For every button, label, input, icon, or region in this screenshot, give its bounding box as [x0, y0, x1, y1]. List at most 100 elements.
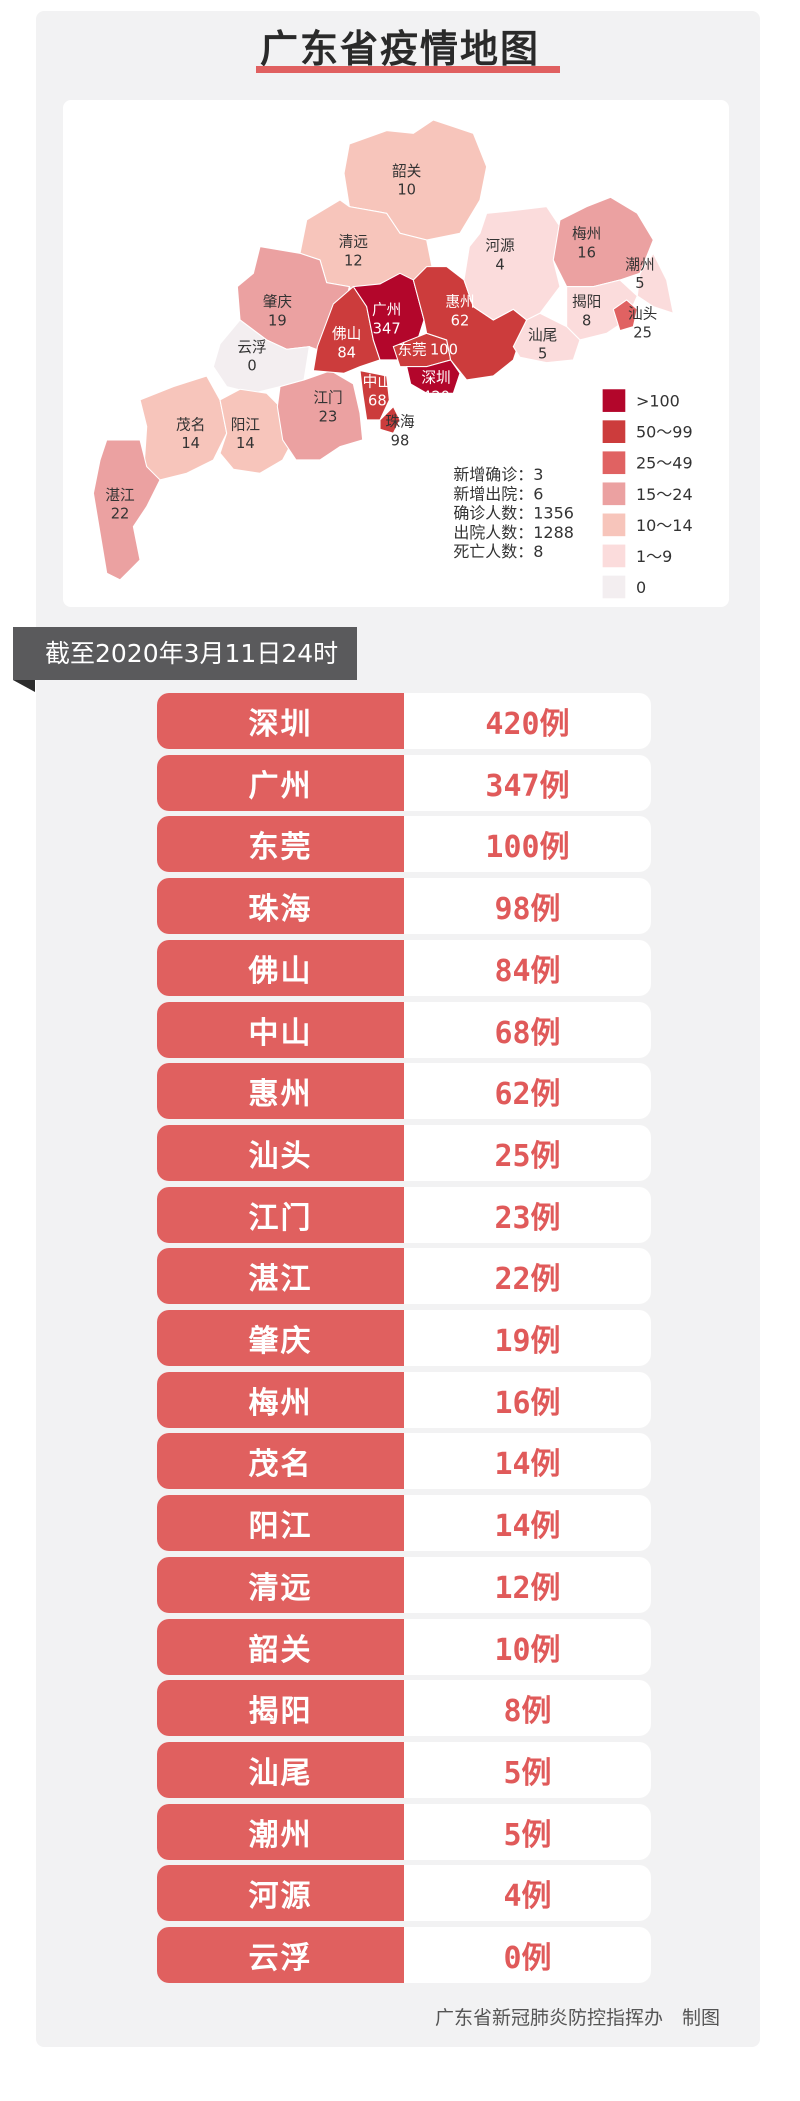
- city-row: 云浮 0例: [157, 1927, 651, 1983]
- city-row: 惠州 62例: [157, 1063, 651, 1120]
- city-row: 汕头 25例: [157, 1124, 651, 1181]
- map-region-name: 茂名: [176, 416, 205, 433]
- map-region-value: 420: [422, 388, 450, 405]
- city-row: 肇庆 19例: [157, 1310, 651, 1366]
- map-region-name: 阳江: [231, 416, 261, 433]
- case-count: 4例: [503, 1879, 552, 1915]
- city-name: 佛山: [157, 939, 404, 996]
- city-name: 惠州: [157, 1063, 404, 1120]
- case-count: 19例: [494, 1324, 561, 1359]
- city-name: 湛江: [157, 1248, 404, 1305]
- map-region-name: 梅州: [572, 226, 601, 243]
- legend-swatch: [602, 513, 626, 537]
- city-row: 潮州 5例: [157, 1803, 651, 1860]
- map-region: [612, 299, 638, 332]
- map-region-value: 19: [268, 312, 287, 329]
- map-region-name: 汕头: [628, 306, 657, 323]
- city-name: 珠海: [157, 878, 404, 935]
- case-count: 22例: [494, 1262, 561, 1298]
- map-region-name: 肇庆: [263, 294, 293, 311]
- case-count: 16例: [494, 1385, 561, 1421]
- city-row: 清远 12例: [157, 1556, 651, 1613]
- legend-label: 10～14: [636, 516, 693, 535]
- case-count: 14例: [494, 1509, 561, 1545]
- stat-line: 新增出院：6: [453, 484, 543, 503]
- case-count: 25例: [494, 1138, 561, 1174]
- map-region-value: 5: [538, 346, 547, 363]
- map-region: [512, 312, 581, 364]
- legend-label: 15～24: [636, 485, 693, 504]
- city-row: 中山 68例: [157, 1001, 651, 1058]
- city-row: 珠海 98例: [157, 878, 651, 935]
- map-region-name: 揭阳: [572, 294, 601, 311]
- city-name: 云浮: [157, 1927, 404, 1983]
- map-region-name: 江门: [313, 390, 342, 407]
- map-region-name: 东莞: [397, 342, 426, 359]
- legend-swatch: [602, 451, 626, 475]
- city-name: 清远: [157, 1556, 404, 1613]
- legend-label: 25～49: [636, 454, 693, 473]
- city-row: 阳江 14例: [157, 1495, 651, 1552]
- case-count: 98例: [494, 892, 561, 928]
- stat-line: 出院人数：1288: [453, 523, 574, 542]
- map-region: [139, 375, 228, 481]
- map-region-value: 84: [337, 344, 356, 361]
- city-name: 梅州: [157, 1371, 404, 1428]
- stat-line: 新增确诊：3: [453, 465, 543, 484]
- map-region-name: 湛江: [105, 487, 135, 504]
- map-region-name: 中山: [363, 374, 392, 391]
- city-row: 江门 23例: [157, 1186, 651, 1243]
- city-name: 江门: [157, 1186, 404, 1243]
- case-count: 10例: [494, 1632, 561, 1668]
- legend-swatch: [602, 575, 626, 599]
- city-name: 潮州: [157, 1803, 404, 1860]
- map-region-name: 深圳: [421, 370, 450, 387]
- stat-line: 确诊人数：1356: [453, 504, 574, 523]
- map-region-value: 5: [635, 275, 644, 292]
- city-row: 揭阳 8例: [157, 1680, 651, 1737]
- city-row: 东莞 100例: [157, 816, 651, 873]
- map-region: [463, 206, 561, 321]
- map-region-name: 广州: [372, 302, 401, 319]
- city-row: 佛山 84例: [157, 939, 651, 996]
- footer-credit: 广东省新冠肺炎防控指挥办 制图: [434, 2007, 720, 2029]
- map-region-value: 0: [247, 358, 256, 375]
- map-region-value: 100: [430, 342, 458, 359]
- city-name: 肇庆: [157, 1310, 404, 1366]
- map-region-value: 12: [344, 252, 363, 269]
- legend-swatch: [602, 544, 626, 568]
- case-count: 5例: [503, 1817, 552, 1853]
- map-region-name: 潮州: [625, 256, 654, 273]
- city-row: 梅州 16例: [157, 1371, 651, 1428]
- case-count: 14例: [494, 1447, 561, 1483]
- case-count: 68例: [494, 1015, 561, 1051]
- legend-label: 1～9: [636, 547, 672, 566]
- case-count: 420例: [485, 707, 570, 742]
- city-name: 茂名: [157, 1433, 404, 1490]
- city-row: 河源 4例: [157, 1865, 651, 1922]
- map-region-value: 4: [495, 256, 504, 273]
- banner-fold: [13, 680, 35, 692]
- stat-line: 死亡人数：8: [453, 542, 543, 561]
- map-region-name: 清远: [339, 234, 369, 251]
- case-count: 347例: [485, 768, 570, 804]
- city-name: 深圳: [157, 693, 404, 749]
- map-region-value: 98: [391, 432, 410, 449]
- map-region: [219, 388, 294, 474]
- city-name: 韶关: [157, 1618, 404, 1675]
- map-region-name: 佛山: [332, 326, 361, 343]
- case-count: 5例: [503, 1755, 552, 1791]
- map-region-value: 68: [368, 392, 387, 409]
- city-name: 揭阳: [157, 1680, 404, 1737]
- map-region-value: 16: [577, 244, 596, 261]
- case-count: 23例: [494, 1200, 561, 1236]
- city-name: 汕头: [157, 1124, 404, 1181]
- case-count: 100例: [485, 830, 570, 866]
- map-region-value: 23: [319, 408, 338, 425]
- map-region: [379, 405, 401, 434]
- city-row: 茂名 14例: [157, 1433, 651, 1490]
- map-region-name: 珠海: [385, 414, 415, 431]
- legend-swatch: [602, 482, 626, 506]
- map-region-value: 14: [236, 435, 255, 452]
